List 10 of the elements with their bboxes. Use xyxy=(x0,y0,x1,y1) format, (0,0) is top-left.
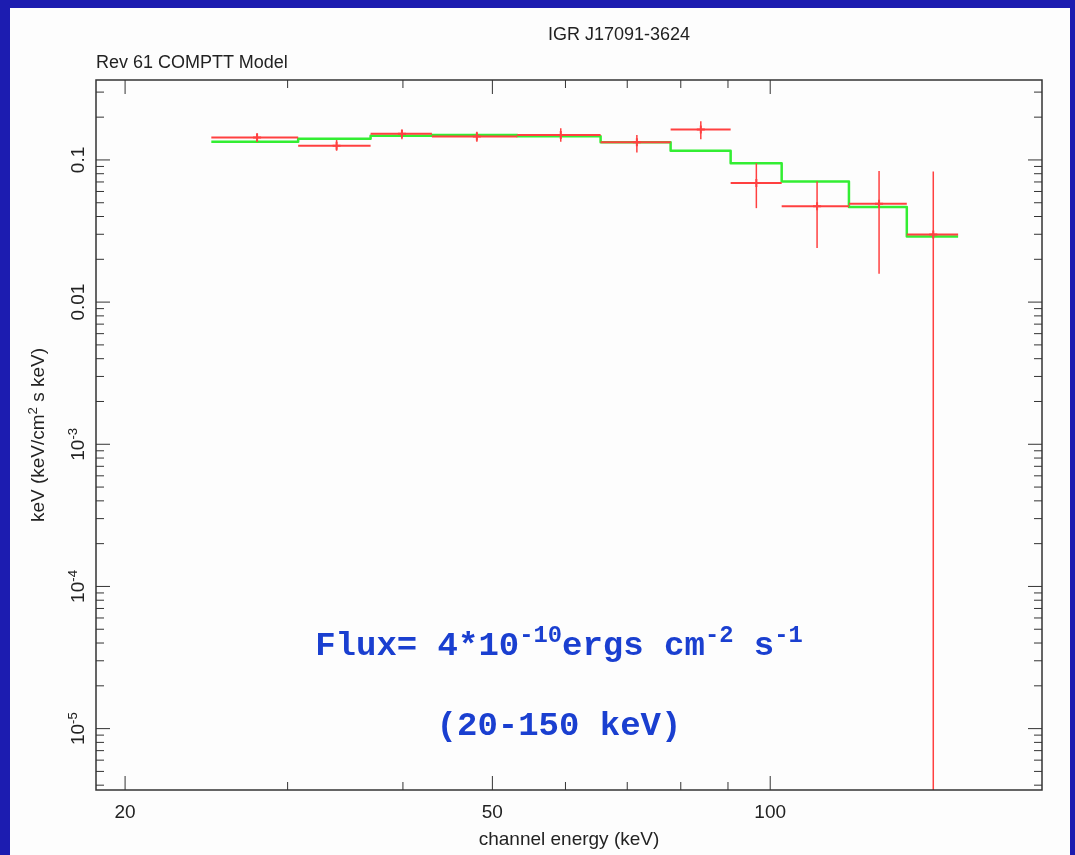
x-tick-label: 100 xyxy=(754,801,787,822)
chart-subtitle: Rev 61 COMPTT Model xyxy=(96,52,288,72)
annotation: (20-150 keV) xyxy=(436,707,682,745)
chart-title: IGR J17091-3624 xyxy=(547,24,691,44)
y-tick-label: 0.1 xyxy=(67,146,88,174)
x-axis-title: channel energy (keV) xyxy=(478,828,660,849)
x-tick-label: 50 xyxy=(481,801,503,822)
y-tick-label: 0.01 xyxy=(67,283,88,321)
x-tick-label: 20 xyxy=(114,801,136,822)
annotation: Flux= 4*10$^{-10}$ergs cm$^{-2}$ s$^{-1}$ xyxy=(315,621,803,665)
